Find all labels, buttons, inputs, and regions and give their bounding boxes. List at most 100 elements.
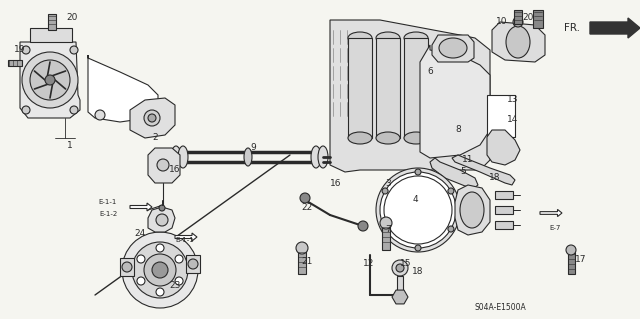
Circle shape [188,259,198,269]
Circle shape [22,106,30,114]
Ellipse shape [380,172,456,248]
Circle shape [144,254,176,286]
Bar [30,28,72,42]
Bar [186,255,200,273]
Text: 14: 14 [508,115,518,124]
Circle shape [122,262,132,272]
Polygon shape [392,290,408,304]
Circle shape [157,159,169,171]
Circle shape [415,245,421,251]
Circle shape [152,262,168,278]
Polygon shape [20,42,80,118]
Text: 15: 15 [400,258,412,268]
Text: FR.: FR. [564,23,580,33]
Circle shape [296,242,308,254]
Text: 23: 23 [170,280,180,290]
Circle shape [148,114,156,122]
Polygon shape [590,18,640,38]
Bar [298,250,306,274]
Circle shape [122,232,198,308]
Text: 22: 22 [301,203,312,211]
Circle shape [380,217,392,229]
Ellipse shape [348,132,372,144]
Ellipse shape [384,176,452,244]
Ellipse shape [404,32,428,44]
Bar [514,10,522,24]
Text: 17: 17 [575,256,587,264]
Bar [397,276,403,294]
Text: E-1-1: E-1-1 [99,199,117,205]
Circle shape [137,277,145,285]
Polygon shape [148,148,180,183]
Text: 6: 6 [427,68,433,77]
Circle shape [415,169,421,175]
Circle shape [144,110,160,126]
Polygon shape [148,207,175,232]
Text: 21: 21 [301,257,313,266]
Bar [495,221,513,229]
Ellipse shape [460,192,484,228]
Polygon shape [330,20,490,172]
Text: E-1-2: E-1-2 [99,211,117,217]
Ellipse shape [506,26,530,58]
Text: 9: 9 [250,144,256,152]
Bar [382,225,390,250]
Circle shape [448,188,454,194]
Circle shape [175,277,183,285]
Circle shape [70,106,78,114]
Text: 16: 16 [169,166,180,174]
Ellipse shape [376,32,400,44]
Text: 10: 10 [496,18,508,26]
Ellipse shape [376,132,400,144]
Circle shape [396,264,404,272]
Text: 20: 20 [67,13,77,23]
Bar [495,206,513,214]
Circle shape [376,168,460,252]
Bar [533,10,543,28]
Ellipse shape [244,148,252,166]
Circle shape [358,221,368,231]
Polygon shape [452,155,515,185]
Polygon shape [88,55,158,122]
Bar [120,258,134,276]
Text: 18: 18 [412,268,424,277]
Polygon shape [420,45,490,158]
Circle shape [175,255,183,263]
Ellipse shape [404,132,428,144]
Polygon shape [540,209,562,217]
Text: 16: 16 [330,179,342,188]
Text: 11: 11 [462,154,474,164]
Circle shape [22,46,30,54]
Circle shape [156,288,164,296]
Circle shape [408,200,428,220]
Circle shape [30,60,70,100]
Circle shape [70,46,78,54]
Circle shape [382,226,388,232]
Bar [487,95,515,137]
Text: E-7: E-7 [549,225,561,231]
Circle shape [132,242,188,298]
Text: 24: 24 [134,228,146,238]
Ellipse shape [348,32,372,44]
Text: 12: 12 [364,258,374,268]
Circle shape [137,255,145,263]
Text: 20: 20 [522,13,534,23]
Polygon shape [130,98,175,138]
Circle shape [159,205,165,211]
Circle shape [396,188,440,232]
Circle shape [22,52,78,108]
Text: 1: 1 [67,140,73,150]
Ellipse shape [171,146,181,168]
Text: B-1-1: B-1-1 [175,237,195,243]
Text: 7: 7 [385,226,391,234]
Text: 18: 18 [489,174,500,182]
Bar [8,60,22,66]
Bar [495,191,513,199]
Circle shape [383,175,453,245]
Circle shape [156,214,168,226]
Ellipse shape [311,146,321,168]
Polygon shape [492,22,545,62]
Circle shape [513,17,523,27]
Bar [376,38,400,138]
Text: 13: 13 [508,95,519,105]
